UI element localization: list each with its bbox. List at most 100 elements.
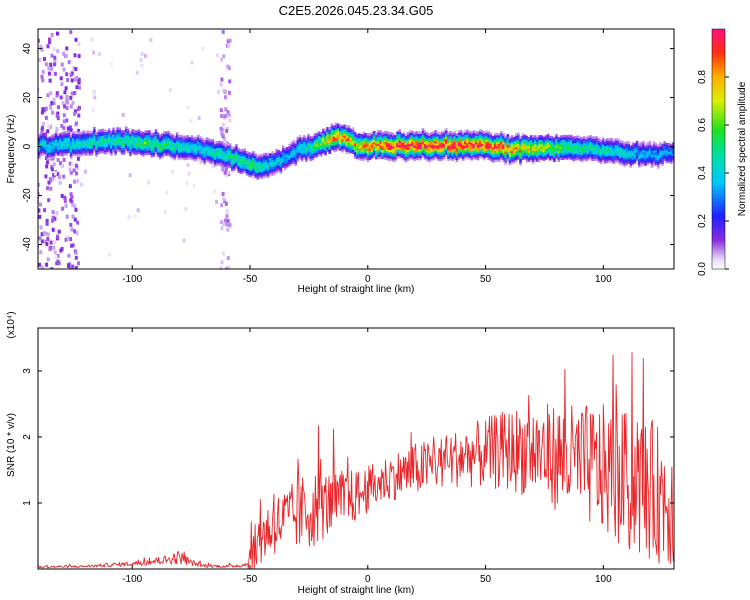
heatmap-cell bbox=[38, 138, 41, 142]
heatmap-cell bbox=[538, 155, 541, 158]
heatmap-cell bbox=[540, 135, 543, 138]
heatmap-cell bbox=[612, 159, 616, 162]
heatmap-cell bbox=[510, 154, 514, 158]
heatmap-cell bbox=[48, 152, 52, 155]
heatmap-cell bbox=[61, 143, 64, 146]
heatmap-cell bbox=[148, 143, 151, 146]
heatmap-cell bbox=[474, 133, 478, 136]
heatmap-cell bbox=[124, 139, 128, 143]
heatmap-cell bbox=[76, 136, 79, 139]
heatmap-cell bbox=[71, 203, 75, 207]
heatmap-cell bbox=[432, 135, 435, 139]
heatmap-cell bbox=[447, 147, 450, 151]
heatmap-cell bbox=[565, 150, 569, 154]
heatmap-cell bbox=[368, 150, 372, 154]
heatmap-cell bbox=[525, 155, 529, 159]
heatmap-cell bbox=[207, 157, 211, 161]
heatmap-cell bbox=[654, 149, 658, 153]
heatmap-cell bbox=[256, 157, 259, 160]
colorbar-tick-label: 0.2 bbox=[697, 214, 708, 228]
heatmap-cell bbox=[495, 148, 499, 151]
heatmap-cell bbox=[43, 208, 47, 213]
heatmap-cell bbox=[69, 170, 73, 175]
heatmap-cell bbox=[358, 146, 361, 150]
heatmap-cell bbox=[667, 153, 671, 157]
heatmap-cell bbox=[226, 145, 230, 148]
heatmap-cell bbox=[604, 141, 607, 144]
heatmap-cell bbox=[635, 140, 639, 144]
heatmap-cell bbox=[487, 155, 490, 158]
heatmap-cell bbox=[618, 155, 622, 159]
heatmap-cell bbox=[201, 159, 204, 163]
heatmap-cell bbox=[400, 146, 404, 149]
heatmap-cell bbox=[434, 147, 437, 151]
heatmap-cell bbox=[578, 147, 582, 150]
heatmap-cell bbox=[188, 143, 192, 147]
heatmap-cell bbox=[237, 150, 240, 153]
heatmap-cell bbox=[326, 138, 329, 141]
heatmap-cell bbox=[71, 144, 75, 147]
heatmap-cell bbox=[315, 139, 319, 142]
heatmap-cell bbox=[614, 151, 618, 154]
heatmap-cell bbox=[66, 126, 70, 131]
heatmap-cell bbox=[426, 156, 429, 159]
heatmap-cell bbox=[177, 134, 181, 138]
heatmap-cell bbox=[523, 147, 527, 151]
heatmap-cell bbox=[534, 159, 537, 163]
heatmap-cell bbox=[356, 134, 359, 137]
heatmap-cell bbox=[402, 144, 406, 148]
heatmap-cell bbox=[430, 141, 433, 144]
heatmap-cell bbox=[226, 143, 230, 146]
heatmap-cell bbox=[220, 260, 224, 265]
heatmap-cell bbox=[322, 144, 325, 147]
heatmap-cell bbox=[453, 150, 457, 154]
heatmap-cell bbox=[290, 146, 293, 149]
heatmap-cell bbox=[659, 155, 662, 158]
heatmap-cell bbox=[557, 148, 560, 151]
heatmap-cell bbox=[273, 164, 276, 167]
heatmap-cell bbox=[544, 157, 548, 160]
heatmap-cell bbox=[495, 135, 499, 138]
heatmap-cell bbox=[243, 155, 247, 158]
heatmap-cell bbox=[269, 164, 272, 167]
heatmap-cell bbox=[241, 168, 245, 172]
heatmap-cell bbox=[453, 157, 457, 160]
heatmap-cell bbox=[235, 146, 238, 149]
heatmap-cell bbox=[445, 147, 448, 151]
heatmap-cell bbox=[65, 153, 69, 156]
heatmap-cell bbox=[521, 146, 524, 150]
heatmap-cell bbox=[281, 156, 285, 159]
heatmap-cell bbox=[222, 147, 225, 150]
heatmap-cell bbox=[201, 153, 204, 156]
heatmap-cell bbox=[69, 143, 73, 146]
heatmap-cell bbox=[479, 151, 482, 154]
heatmap-cell bbox=[599, 141, 603, 145]
heatmap-cell bbox=[370, 140, 374, 143]
heatmap-cell bbox=[447, 136, 450, 140]
heatmap-cell bbox=[370, 147, 374, 150]
heatmap-cell bbox=[73, 111, 77, 116]
heatmap-cell bbox=[245, 151, 249, 154]
heatmap-cell bbox=[466, 147, 469, 150]
heatmap-cell bbox=[216, 145, 219, 148]
heatmap-cell bbox=[521, 137, 524, 141]
figure-title: C2E5.2026.045.23.34.G05 bbox=[279, 3, 434, 18]
heatmap-cell bbox=[487, 146, 490, 149]
heatmap-cell bbox=[508, 151, 512, 155]
heatmap-cell bbox=[222, 158, 225, 161]
heatmap-cell bbox=[523, 145, 527, 149]
heatmap-cell bbox=[264, 172, 268, 176]
heatmap-cell bbox=[65, 131, 69, 134]
heatmap-cell bbox=[48, 138, 52, 142]
heatmap-cell bbox=[582, 144, 586, 148]
heatmap-cell bbox=[235, 150, 238, 154]
heatmap-cell bbox=[417, 155, 421, 159]
heatmap-cell bbox=[56, 116, 60, 121]
heatmap-cell bbox=[540, 139, 543, 143]
heatmap-cell bbox=[489, 141, 493, 144]
heatmap-cell bbox=[332, 138, 336, 142]
heatmap-cell bbox=[313, 139, 317, 143]
heatmap-cell bbox=[38, 142, 41, 146]
heatmap-cell bbox=[400, 133, 404, 136]
heatmap-cell bbox=[474, 144, 478, 147]
